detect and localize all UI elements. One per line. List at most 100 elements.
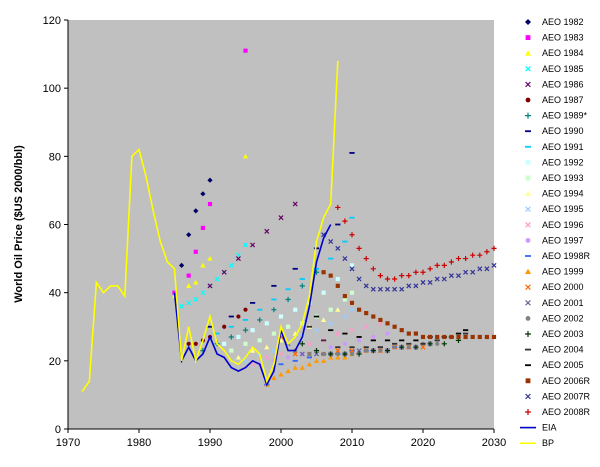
data-point: [250, 301, 256, 304]
data-point: [335, 223, 341, 226]
legend-item: AEO 1983: [525, 33, 584, 43]
data-point: [442, 334, 447, 340]
legend-swatch: [525, 190, 531, 196]
data-point: [385, 331, 390, 336]
y-tick-label: 100: [43, 83, 61, 95]
legend-label: AEO 1996: [542, 220, 584, 230]
legend-swatch: [525, 255, 531, 257]
series-line-bp: [81, 60, 339, 392]
data-point: [491, 334, 497, 340]
data-point: [420, 269, 426, 275]
legend-label: AEO 1982: [542, 17, 584, 27]
data-point: [441, 276, 447, 282]
data-point: [299, 278, 305, 280]
data-point: [264, 354, 270, 360]
data-point: [271, 307, 277, 313]
legend-item: AEO 1993: [525, 173, 584, 183]
y-tick-label: 80: [49, 151, 61, 163]
data-point: [228, 262, 234, 268]
legend-item: AEO 1994: [525, 189, 584, 199]
data-point: [356, 336, 362, 338]
data-point: [293, 307, 298, 312]
data-point: [328, 320, 334, 326]
data-point: [321, 290, 326, 295]
legend-swatch: [525, 268, 531, 274]
data-point: [349, 300, 355, 305]
data-point: [278, 215, 284, 221]
series-aeo-1983: [172, 48, 248, 295]
data-point: [342, 341, 347, 346]
legend-label: AEO 1992: [542, 157, 584, 167]
data-point: [428, 334, 433, 340]
data-point: [193, 249, 198, 254]
data-point: [200, 225, 205, 230]
legend-swatch: [525, 65, 531, 72]
data-point: [363, 283, 369, 289]
data-point: [377, 286, 383, 292]
data-point: [313, 358, 320, 363]
data-point: [321, 339, 327, 342]
data-point: [342, 218, 348, 224]
legend-label: EIA: [542, 423, 557, 433]
data-point: [228, 315, 234, 318]
data-point: [328, 354, 334, 360]
data-point: [207, 177, 213, 183]
data-point: [399, 328, 404, 333]
legend-item: AEO 1999: [525, 267, 584, 277]
data-point: [420, 342, 426, 345]
data-point: [356, 351, 362, 357]
data-point: [441, 341, 447, 347]
data-point: [271, 331, 276, 336]
legend-item: AEO 2004: [525, 345, 584, 355]
legend-label: AEO 1985: [542, 64, 584, 74]
data-point: [349, 232, 355, 238]
legend-swatch: [525, 130, 531, 133]
data-point: [285, 296, 291, 303]
series-aeo-2003: [299, 337, 462, 357]
data-point: [363, 255, 369, 262]
data-point: [363, 324, 369, 330]
legend-swatch: [525, 284, 531, 291]
data-point: [328, 257, 334, 260]
data-point: [228, 334, 234, 340]
legend-swatch: [525, 81, 531, 88]
data-point: [328, 307, 333, 312]
series-aeo-2006r: [321, 270, 497, 340]
legend-label: AEO 1999: [542, 267, 584, 277]
y-tick-label: 0: [55, 424, 61, 436]
data-point: [435, 341, 440, 346]
legend-swatch: [525, 160, 531, 165]
data-point: [342, 351, 348, 357]
data-point: [307, 351, 312, 357]
data-point: [349, 216, 355, 219]
x-tick-label: 2000: [269, 437, 293, 449]
data-point: [449, 334, 454, 340]
data-point: [392, 342, 398, 345]
legend-label: AEO 2006R: [542, 376, 591, 386]
legend-item: AEO 1998R: [525, 251, 591, 261]
series-aeo-2008r: [335, 204, 497, 282]
data-point: [356, 276, 362, 282]
data-point: [264, 344, 270, 350]
data-point: [463, 255, 469, 262]
legend-item: AEO 2003: [525, 329, 584, 339]
data-point: [250, 328, 255, 333]
data-point: [242, 327, 249, 333]
data-point: [413, 344, 419, 350]
data-point: [292, 365, 298, 370]
series-aeo-1984: [171, 153, 249, 299]
data-point: [236, 314, 241, 319]
legend-label: AEO 2003: [542, 329, 584, 339]
data-point: [271, 348, 277, 354]
data-point: [413, 331, 418, 336]
y-tick-label: 120: [43, 15, 61, 27]
data-point: [257, 317, 263, 323]
data-point: [448, 259, 454, 265]
data-point: [364, 311, 369, 316]
data-point: [349, 266, 355, 272]
series-layer: [81, 48, 497, 392]
x-tick-label: 1980: [127, 437, 151, 449]
legend-label: BP: [542, 438, 554, 448]
data-point: [413, 269, 419, 275]
legend-swatch: [525, 331, 531, 337]
